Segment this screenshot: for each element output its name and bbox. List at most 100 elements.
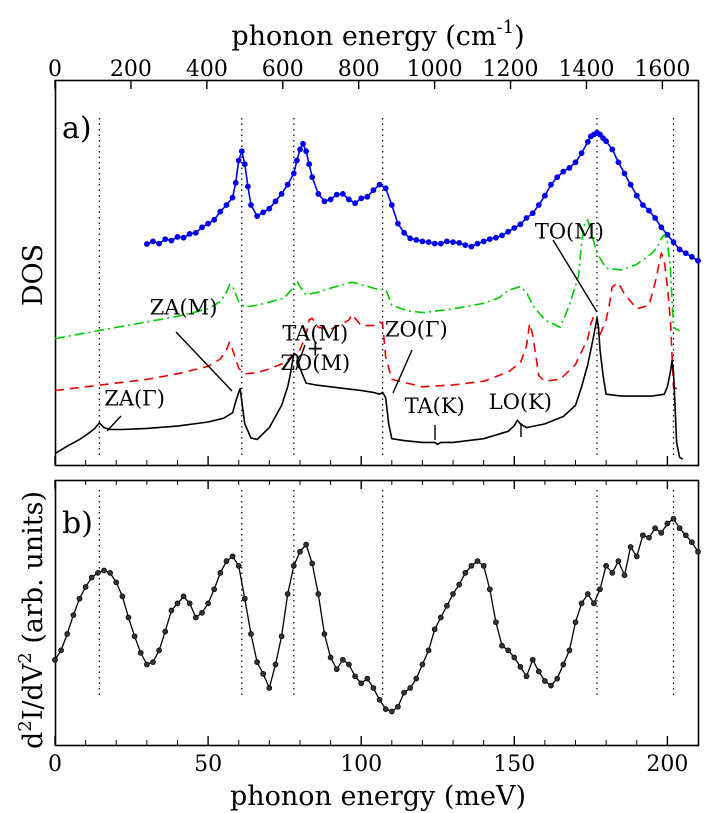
d2idv2-point-37 bbox=[278, 633, 285, 640]
dos-point-0-93 bbox=[658, 224, 665, 231]
dos-point-0-25 bbox=[278, 190, 285, 197]
d2idv2-point-10 bbox=[113, 579, 120, 586]
d2idv2-point-21 bbox=[180, 593, 187, 600]
dos-point-0-63 bbox=[492, 234, 499, 241]
d2idv2-point-64 bbox=[444, 602, 450, 609]
dos-point-0-96 bbox=[676, 246, 683, 253]
annotation-0: ZA(M) bbox=[150, 296, 218, 320]
d2idv2-point-55 bbox=[388, 708, 395, 715]
d2idv2-point-4 bbox=[76, 595, 83, 602]
dos-point-0-0 bbox=[143, 241, 150, 247]
dos-point-0-15 bbox=[232, 179, 239, 186]
top-tick-label-6: 1200 bbox=[483, 57, 539, 82]
panel-b-frame bbox=[54, 479, 700, 747]
d2idv2-point-65 bbox=[450, 591, 456, 597]
d2idv2-point-28 bbox=[223, 558, 230, 564]
dos-point-0-34 bbox=[315, 190, 322, 197]
d2idv2-point-12 bbox=[125, 614, 132, 621]
dos-point-0-4 bbox=[168, 237, 175, 244]
dos-point-0-54 bbox=[437, 240, 444, 247]
dos-series-line-3 bbox=[54, 317, 684, 460]
dos-point-0-30 bbox=[300, 140, 306, 147]
d2idv2-point-23 bbox=[192, 614, 199, 621]
annotation-4: ZO(Γ) bbox=[385, 318, 448, 342]
dos-point-0-16 bbox=[235, 157, 242, 164]
d2idv2-point-86 bbox=[578, 600, 585, 607]
top-tick-label-3: 600 bbox=[262, 57, 304, 82]
annotation-6: TA(K) bbox=[405, 394, 465, 418]
d2idv2-point-104 bbox=[689, 539, 695, 546]
d2idv2-point-46 bbox=[333, 666, 340, 673]
dos-point-0-52 bbox=[425, 239, 432, 245]
d2idv2-point-66 bbox=[456, 581, 463, 588]
dos-point-0-89 bbox=[633, 192, 640, 199]
dos-point-0-88 bbox=[627, 181, 634, 188]
dos-point-0-60 bbox=[474, 240, 481, 247]
annotation-1: TA(M) bbox=[282, 321, 348, 345]
d2idv2-point-67 bbox=[462, 570, 469, 576]
d2idv2-point-1 bbox=[58, 647, 64, 654]
dos-series-line-1 bbox=[54, 219, 681, 340]
dos-point-0-17 bbox=[238, 148, 245, 155]
axis-tick-labels: 0 200 400 600 800 1000 1200 1400 1600 0 50 100 150 20… bbox=[48, 57, 690, 777]
dos-point-0-40 bbox=[352, 200, 358, 207]
dos-point-0-37 bbox=[333, 191, 340, 198]
dos-point-0-13 bbox=[223, 202, 230, 208]
dos-point-0-87 bbox=[621, 170, 628, 177]
d2idv2-point-102 bbox=[676, 525, 683, 532]
d2idv2-point-100 bbox=[664, 520, 671, 527]
dos-axis-title: DOS bbox=[18, 244, 49, 306]
top-axis-title: phonon energy (cm-1) bbox=[231, 17, 524, 52]
dos-point-0-57 bbox=[456, 239, 463, 246]
dos-point-0-41 bbox=[358, 195, 365, 202]
dos-point-0-2 bbox=[156, 240, 162, 247]
dos-point-0-48 bbox=[401, 229, 407, 236]
axis-ticks bbox=[54, 80, 669, 745]
d2idv2-point-18 bbox=[162, 628, 169, 635]
d2idv2-point-92 bbox=[615, 558, 622, 564]
d2idv2-point-30 bbox=[235, 562, 242, 569]
d2idv2-point-87 bbox=[584, 591, 591, 597]
leader-zog bbox=[392, 349, 413, 394]
dos-point-0-3 bbox=[162, 236, 169, 242]
d2idv2-point-39 bbox=[290, 562, 297, 569]
dos-point-0-99 bbox=[695, 257, 701, 264]
dos-point-0-51 bbox=[419, 238, 426, 245]
d2idv2-point-72 bbox=[493, 619, 499, 626]
d2idv2-point-43 bbox=[315, 591, 322, 597]
d2idv2-point-59 bbox=[413, 675, 420, 682]
d2idv2-axis-title: d2I/dV2 (arb. units) bbox=[15, 491, 49, 749]
d2idv2-point-54 bbox=[382, 706, 389, 712]
d2idv2-point-93 bbox=[621, 572, 628, 579]
top-tick-label-7: 1400 bbox=[558, 57, 614, 82]
dos-point-0-21 bbox=[254, 213, 260, 219]
d2idv2-point-62 bbox=[431, 626, 438, 633]
dos-point-0-9 bbox=[199, 224, 205, 231]
d2idv2-point-53 bbox=[376, 696, 383, 703]
d2idv2-point-47 bbox=[339, 656, 346, 663]
d2idv2-point-60 bbox=[419, 661, 426, 668]
d2idv2-point-89 bbox=[597, 586, 603, 593]
dos-point-0-64 bbox=[499, 232, 505, 239]
dos-point-0-71 bbox=[542, 192, 548, 199]
dos-point-0-8 bbox=[192, 229, 199, 236]
d2idv2-point-45 bbox=[327, 654, 334, 661]
d2idv2-point-8 bbox=[101, 567, 107, 574]
dos-point-0-42 bbox=[364, 193, 371, 200]
d2idv2-point-57 bbox=[401, 689, 407, 696]
dos-point-0-90 bbox=[640, 202, 646, 208]
dos-point-0-59 bbox=[468, 243, 475, 250]
top-tick-label-8: 1600 bbox=[634, 57, 690, 82]
d2idv2-line-0 bbox=[54, 518, 699, 713]
d2idv2-point-80 bbox=[542, 678, 548, 684]
dos-point-0-1 bbox=[150, 238, 156, 245]
d2idv2-point-91 bbox=[609, 570, 616, 576]
dos-point-0-44 bbox=[376, 181, 383, 188]
dos-point-0-97 bbox=[682, 250, 689, 257]
panel-b-label: b) bbox=[62, 506, 93, 541]
dos-point-0-86 bbox=[615, 159, 622, 166]
dos-point-0-47 bbox=[394, 220, 401, 227]
d2idv2-point-14 bbox=[137, 649, 144, 656]
d2idv2-point-16 bbox=[150, 659, 156, 665]
